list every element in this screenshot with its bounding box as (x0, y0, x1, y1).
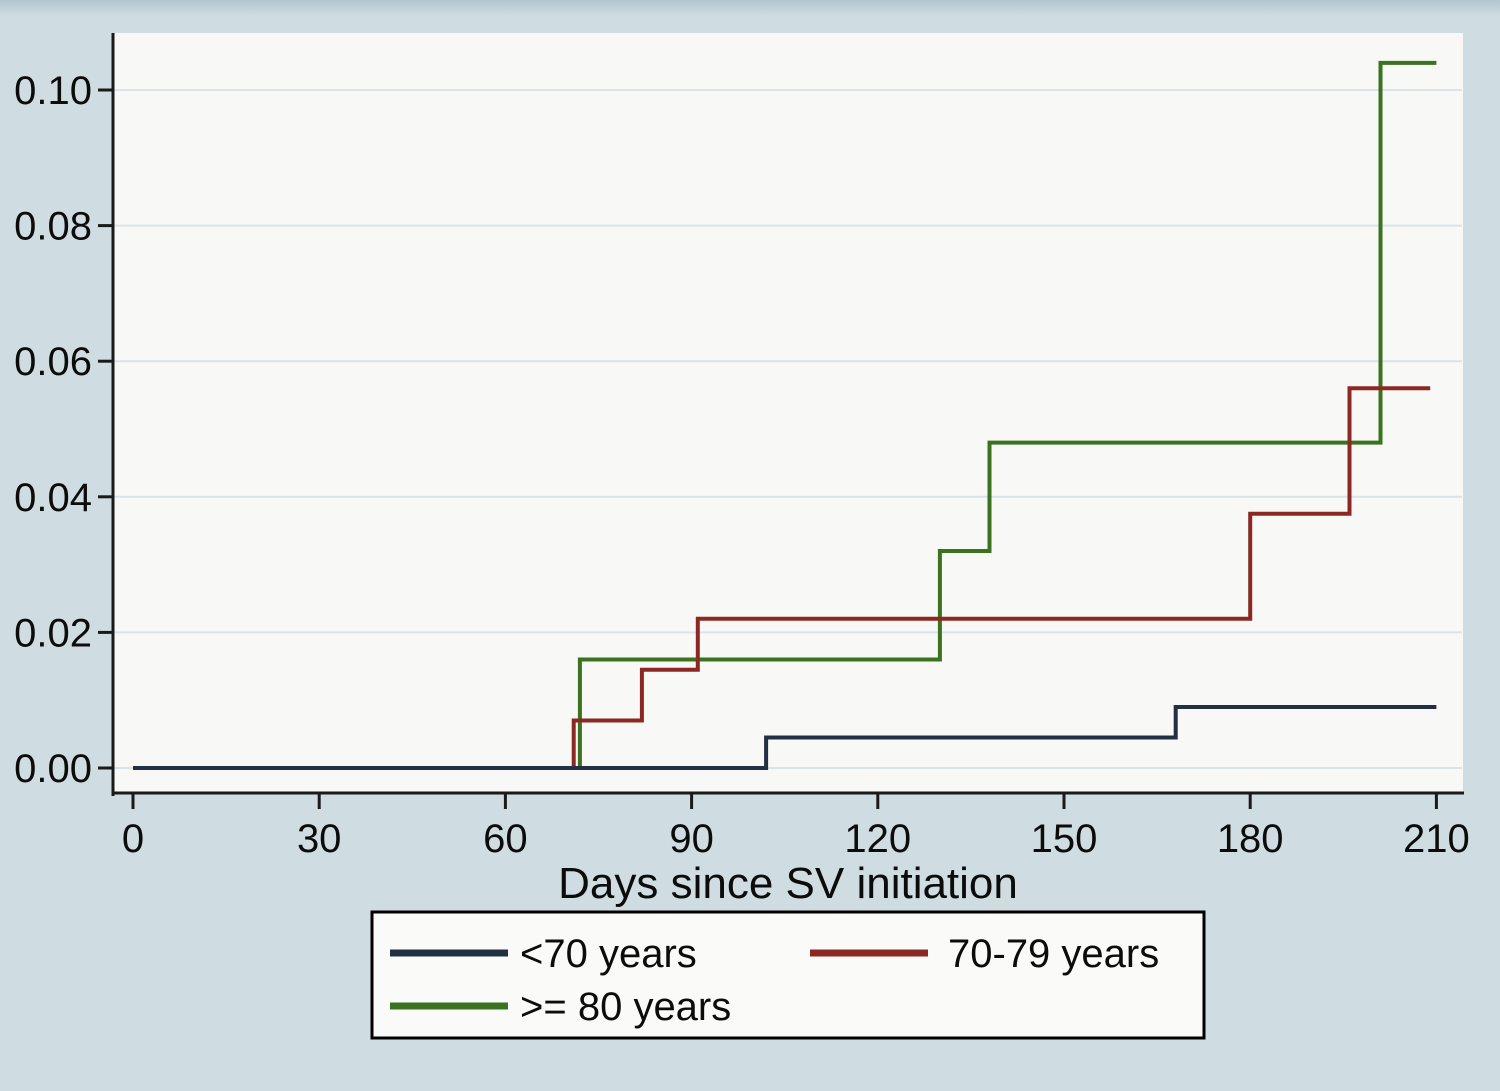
x-tick-label: 150 (1031, 817, 1098, 861)
figure-root: 0.00 0.02 0.04 0.06 0.08 0.10 0 30 60 90 120 150 180… (0, 0, 1500, 1091)
legend-label-0: <70 years (520, 932, 697, 976)
y-tick-label: 0.00 (14, 747, 92, 791)
plot-area (113, 33, 1463, 793)
y-tick-label: 0.04 (14, 476, 92, 520)
x-tick-label: 0 (122, 817, 144, 861)
km-cumulative-incidence-chart: 0.00 0.02 0.04 0.06 0.08 0.10 0 30 60 90 120 150 180… (0, 0, 1500, 1091)
legend: >= 80 years 70-79 years <70 years (372, 912, 1204, 1038)
y-tick-label: 0.10 (14, 69, 92, 113)
y-tick-label: 0.02 (14, 611, 92, 655)
y-tick-label: 0.06 (14, 340, 92, 384)
legend-label-2: >= 80 years (520, 985, 731, 1029)
x-tick-label: 120 (844, 817, 911, 861)
x-axis-title: Days since SV initiation (558, 859, 1018, 908)
x-tick-label: 30 (297, 817, 342, 861)
x-tick-label: 210 (1403, 817, 1470, 861)
y-tick-label: 0.08 (14, 205, 92, 249)
x-tick-label: 60 (483, 817, 528, 861)
x-tick-label: 90 (669, 817, 714, 861)
x-tick-label: 180 (1217, 817, 1284, 861)
legend-label-1: 70-79 years (948, 932, 1159, 976)
